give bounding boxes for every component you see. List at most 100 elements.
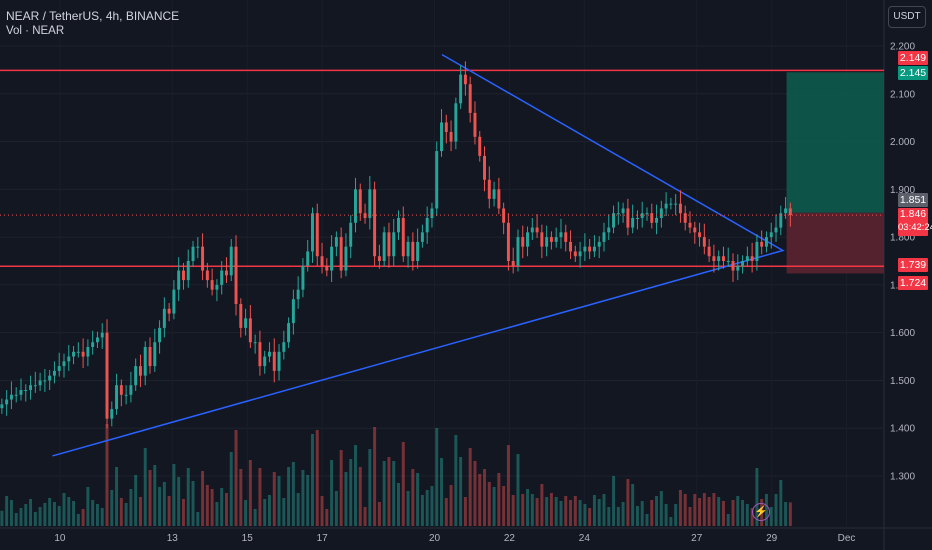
lightning-icon[interactable]: ⚡ bbox=[752, 503, 770, 521]
volume-bar bbox=[0, 510, 4, 526]
volume-bar bbox=[607, 507, 611, 526]
candle-body bbox=[788, 208, 792, 216]
volume-bar bbox=[659, 491, 663, 526]
volume-bar bbox=[311, 434, 314, 526]
candle-body bbox=[387, 232, 391, 257]
y-tick-label: 1.300 bbox=[890, 472, 915, 483]
volume-bar bbox=[631, 484, 635, 526]
volume-bar bbox=[339, 450, 343, 526]
volume-bar bbox=[210, 489, 214, 526]
volume-bar bbox=[416, 473, 420, 526]
volume-bar bbox=[492, 487, 496, 526]
candle-body bbox=[502, 208, 506, 223]
candle-body bbox=[573, 251, 577, 257]
volume-bar bbox=[502, 486, 506, 526]
candle-body bbox=[38, 380, 42, 386]
candle-body bbox=[105, 332, 109, 419]
volume-bar bbox=[52, 502, 56, 526]
volume-bar bbox=[325, 509, 329, 526]
volume-bar bbox=[291, 462, 295, 526]
candle-body bbox=[115, 385, 119, 410]
candle-body bbox=[755, 241, 759, 261]
candle-body bbox=[678, 203, 682, 214]
candle-body bbox=[736, 265, 740, 271]
candle-body bbox=[52, 370, 56, 376]
volume-bar bbox=[95, 504, 99, 526]
volume-bar bbox=[282, 498, 286, 526]
candle-body bbox=[138, 366, 142, 376]
candle-body bbox=[339, 237, 343, 271]
candle-body bbox=[392, 232, 396, 257]
countdown-timer: 03:42:24 bbox=[898, 222, 932, 233]
candle-body bbox=[272, 351, 276, 371]
target-zone bbox=[786, 72, 884, 213]
triangle-drawing[interactable] bbox=[52, 53, 785, 457]
volume-bar bbox=[698, 498, 702, 526]
volume-bar bbox=[430, 486, 434, 526]
candle-body bbox=[76, 351, 80, 353]
candle-body bbox=[325, 265, 329, 271]
candle-body bbox=[444, 122, 448, 132]
volume-bar bbox=[306, 475, 310, 526]
volume-bar bbox=[392, 461, 396, 526]
volume-bar bbox=[459, 457, 463, 526]
x-tick-label: 15 bbox=[242, 533, 254, 544]
candle-body bbox=[583, 246, 587, 252]
volume-bar bbox=[463, 497, 467, 526]
candle-body bbox=[205, 270, 209, 281]
candle-body bbox=[224, 270, 228, 276]
volume-bar bbox=[521, 494, 525, 526]
candle-body bbox=[363, 213, 367, 218]
volume-bar bbox=[48, 498, 52, 526]
volume-bar bbox=[186, 468, 190, 526]
volume-bar bbox=[19, 508, 23, 526]
volume-bar bbox=[707, 497, 711, 526]
candle-body bbox=[760, 241, 764, 247]
candle-body bbox=[148, 347, 152, 367]
candle-body bbox=[401, 218, 405, 257]
candle-body bbox=[397, 218, 400, 233]
volume-bar bbox=[573, 496, 577, 526]
volume-bar bbox=[736, 496, 740, 526]
candle-body bbox=[167, 308, 171, 314]
y-tick-label: 1.400 bbox=[890, 424, 915, 435]
candle-body bbox=[459, 74, 463, 104]
volume-bar bbox=[449, 485, 453, 526]
currency-button[interactable]: USDT bbox=[888, 6, 926, 28]
candle-body bbox=[91, 342, 95, 347]
volume-legend[interactable]: Vol · NEAR bbox=[6, 25, 65, 37]
volume-bar bbox=[138, 497, 142, 526]
volume-bar bbox=[554, 497, 558, 526]
price-badge-support-line: 1.739 bbox=[898, 258, 928, 272]
volume-bar bbox=[5, 496, 9, 526]
volume-bar bbox=[702, 493, 706, 526]
candle-body bbox=[645, 213, 649, 215]
volume-bar bbox=[119, 498, 123, 526]
volume-bar bbox=[330, 460, 334, 526]
volume-bar bbox=[693, 494, 697, 526]
symbol-title[interactable]: NEAR / TetherUS, 4h, BINANCE bbox=[6, 9, 180, 23]
volume-bar bbox=[196, 512, 200, 526]
candle-body bbox=[406, 241, 410, 257]
y-tick-label: 1.500 bbox=[890, 376, 915, 387]
volume-bar bbox=[67, 497, 71, 526]
volume-bar bbox=[354, 445, 357, 526]
volume-bar bbox=[640, 501, 644, 526]
volume-bar bbox=[516, 454, 520, 526]
volume-bar bbox=[296, 493, 300, 526]
volume-bar bbox=[788, 502, 792, 526]
candle-body bbox=[721, 256, 725, 261]
candle-body bbox=[416, 241, 420, 261]
volume-bar bbox=[588, 508, 592, 526]
candle-body bbox=[473, 112, 477, 137]
volume-bar bbox=[158, 487, 162, 526]
volume-bar bbox=[559, 501, 563, 526]
candle-body bbox=[549, 237, 553, 242]
time-axis[interactable]: 10 13 15 17 20 22 24 27 29 Dec bbox=[54, 533, 855, 544]
volume-bar bbox=[33, 512, 37, 526]
candle-body bbox=[220, 270, 224, 285]
candle-body bbox=[354, 189, 357, 223]
candle-body bbox=[201, 246, 205, 271]
